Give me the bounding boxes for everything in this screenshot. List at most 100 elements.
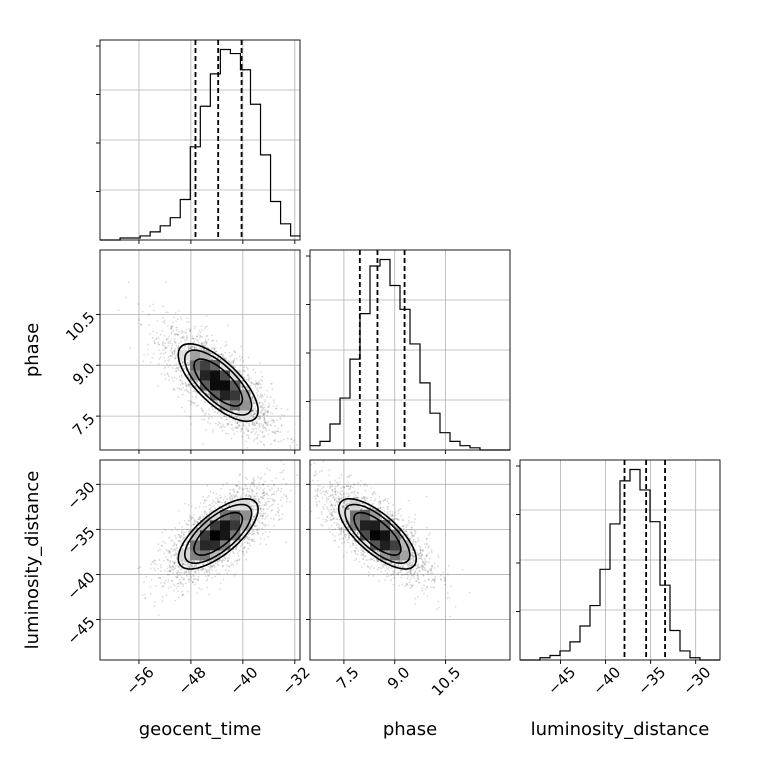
sample-point [267, 410, 269, 413]
sample-point [205, 342, 208, 345]
sample-point [169, 551, 172, 554]
sample-point [245, 434, 248, 436]
sample-point [170, 529, 173, 532]
sample-point [196, 527, 198, 530]
sample-point [262, 483, 265, 486]
sample-point [152, 560, 155, 563]
sample-point [192, 578, 195, 581]
sample-point [251, 539, 253, 542]
sample-point [204, 326, 207, 328]
sample-point [177, 585, 179, 588]
sample-point [160, 582, 162, 584]
sample-point [372, 567, 375, 570]
sample-point [220, 560, 223, 562]
sample-point [256, 492, 258, 495]
sample-point [201, 418, 203, 421]
sample-point [224, 357, 227, 359]
sample-point [239, 425, 241, 428]
sample-point [269, 531, 271, 533]
sample-point [231, 427, 233, 430]
sample-point [262, 427, 265, 430]
sample-point [155, 331, 158, 334]
sample-point [161, 600, 164, 602]
sample-point [289, 446, 292, 449]
sample-point [167, 559, 170, 562]
sample-point [241, 386, 244, 389]
sample-point [243, 547, 245, 550]
sample-point [254, 405, 257, 408]
sample-point [250, 382, 253, 385]
sample-point [244, 494, 247, 497]
sample-point [270, 504, 273, 507]
sample-point [217, 501, 220, 503]
sample-point [226, 422, 229, 425]
sample-point [186, 336, 189, 339]
sample-point [219, 426, 221, 428]
sample-point [257, 533, 260, 536]
sample-point [175, 367, 177, 370]
sample-point [188, 347, 191, 350]
sample-point [153, 341, 156, 344]
sample-point [216, 356, 219, 359]
sample-point [197, 575, 200, 578]
sample-point [245, 487, 248, 490]
sample-point [223, 415, 226, 418]
sample-point [196, 339, 199, 342]
sample-point [289, 444, 292, 447]
sample-point [262, 423, 265, 426]
sample-point [181, 335, 184, 338]
sample-point [157, 567, 159, 570]
sample-point [232, 360, 235, 363]
sample-point [174, 548, 177, 551]
sample-point [199, 502, 202, 505]
sample-point [194, 325, 197, 328]
sample-point [261, 521, 264, 524]
sample-point [212, 429, 215, 431]
sample-point [281, 471, 284, 474]
sample-point [239, 364, 242, 367]
sample-point [230, 564, 233, 567]
sample-point [190, 517, 193, 520]
sample-point [353, 490, 356, 493]
sample-point [258, 504, 261, 507]
sample-point [215, 350, 218, 353]
sample-point [187, 563, 190, 565]
sample-point [258, 488, 261, 491]
sample-point [199, 568, 202, 571]
sample-point [177, 596, 180, 599]
sample-point [164, 347, 167, 350]
sample-point [251, 397, 254, 399]
sample-point [177, 582, 180, 585]
sample-point [259, 514, 262, 517]
sample-point [210, 347, 213, 350]
sample-point [252, 506, 255, 509]
sample-point [293, 439, 295, 442]
sample-point [278, 514, 281, 517]
sample-point [180, 380, 183, 383]
sample-point [210, 576, 213, 579]
sample-point [177, 509, 180, 512]
sample-point [180, 560, 183, 563]
sample-point [177, 367, 179, 370]
sample-point [289, 468, 291, 470]
sample-point [182, 360, 184, 363]
sample-point [179, 371, 182, 374]
sample-point [164, 346, 167, 348]
sample-point [235, 545, 238, 548]
sample-point [217, 356, 219, 359]
sample-point [231, 498, 234, 500]
sample-point [168, 335, 171, 338]
sample-point [277, 487, 279, 490]
sample-point [247, 373, 250, 376]
sample-point [285, 541, 287, 544]
sample-point [152, 309, 155, 311]
sample-point [232, 362, 234, 364]
sample-point [230, 437, 233, 440]
sample-point [174, 599, 177, 602]
sample-point [222, 578, 225, 581]
sample-point [218, 500, 221, 503]
sample-point [180, 568, 183, 570]
sample-point [261, 504, 264, 507]
sample-point [343, 529, 345, 531]
sample-point [200, 568, 203, 571]
